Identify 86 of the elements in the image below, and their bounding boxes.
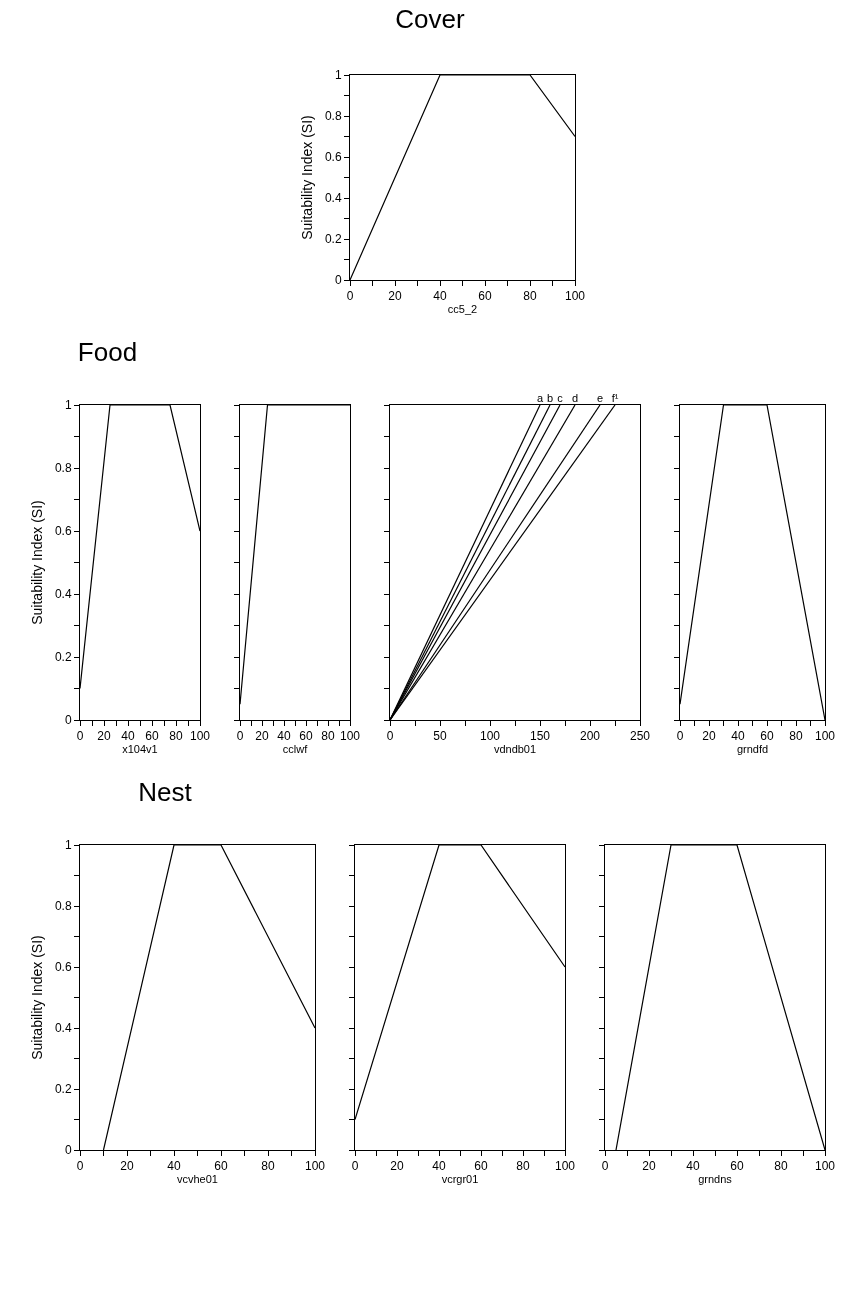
x-tick-label: 60 — [214, 1159, 228, 1174]
x-axis-title: grndns — [698, 1173, 733, 1186]
x-tick-label: 0 — [76, 1159, 84, 1174]
y-tick-label: 0.4 — [54, 587, 72, 602]
x-tick-label: 0 — [676, 729, 684, 744]
x-tick-label: 0 — [76, 729, 84, 744]
x-axis-title: x104v1 — [122, 743, 158, 756]
x-tick-label: 60 — [145, 729, 159, 744]
x-axis-title: cc5_2 — [447, 302, 478, 315]
series-label: a — [536, 392, 544, 405]
y-tick-label: 0.2 — [54, 650, 72, 665]
chart-title: Food — [77, 337, 138, 368]
x-tick-label: 80 — [321, 729, 335, 744]
x-axis-title: vcrgr01 — [441, 1173, 479, 1186]
x-tick-label: 20 — [702, 729, 716, 744]
series-label: c — [557, 392, 564, 405]
x-tick-label: 40 — [433, 289, 447, 304]
y-tick-label: 1 — [64, 398, 72, 413]
x-tick-label: 100 — [814, 729, 836, 744]
x-tick-label: 80 — [774, 1159, 788, 1174]
x-tick-label: 80 — [523, 289, 537, 304]
x-tick-label: 20 — [120, 1159, 134, 1174]
x-tick-label: 100 — [304, 1159, 326, 1174]
x-tick-label: 40 — [432, 1159, 446, 1174]
x-tick-label: 40 — [167, 1159, 181, 1174]
y-tick-label: 0.8 — [54, 461, 72, 476]
x-tick-label: 80 — [169, 729, 183, 744]
y-tick-label: 1 — [334, 68, 342, 83]
x-tick-label: 100 — [554, 1159, 576, 1174]
y-tick-label: 1 — [64, 838, 72, 853]
x-tick-label: 0 — [351, 1159, 359, 1174]
x-tick-label: 60 — [760, 729, 774, 744]
x-axis-title: grndfd — [736, 743, 769, 756]
x-axis-title: vdndb01 — [493, 743, 537, 756]
y-tick-label: 0 — [64, 1143, 72, 1158]
y-tick-label: 0.6 — [54, 524, 72, 539]
series-label: b — [546, 392, 554, 405]
y-tick-label: 0.2 — [324, 232, 342, 247]
x-tick-label: 20 — [390, 1159, 404, 1174]
x-tick-label: 60 — [299, 729, 313, 744]
y-tick-label: 0.6 — [54, 960, 72, 975]
x-tick-label: 100 — [564, 289, 586, 304]
y-tick-label: 0.8 — [324, 109, 342, 124]
x-tick-label: 0 — [346, 289, 354, 304]
x-tick-label: 60 — [730, 1159, 744, 1174]
x-tick-label: 40 — [686, 1159, 700, 1174]
y-axis-title: Suitability Index (SI) — [29, 500, 45, 625]
x-tick-label: 250 — [629, 729, 651, 744]
series-label: e — [596, 392, 604, 405]
x-axis-title: cclwf — [282, 743, 309, 756]
x-tick-label: 20 — [255, 729, 269, 744]
x-tick-label: 0 — [601, 1159, 609, 1174]
y-axis-title: Suitability Index (SI) — [29, 935, 45, 1060]
y-axis-title: Suitability Index (SI) — [299, 115, 315, 240]
x-tick-label: 200 — [579, 729, 601, 744]
x-tick-label: 40 — [121, 729, 135, 744]
y-tick-label: 0.6 — [324, 150, 342, 165]
chart-title: Cover — [395, 4, 466, 35]
y-tick-label: 0.8 — [54, 899, 72, 914]
x-tick-label: 100 — [339, 729, 361, 744]
x-tick-label: 40 — [277, 729, 291, 744]
x-tick-label: 100 — [814, 1159, 836, 1174]
series-label: f¹ — [611, 392, 619, 405]
x-tick-label: 40 — [731, 729, 745, 744]
x-tick-label: 150 — [529, 729, 551, 744]
y-tick-label: 0.4 — [54, 1021, 72, 1036]
y-tick-label: 0.2 — [54, 1082, 72, 1097]
x-tick-label: 100 — [479, 729, 501, 744]
x-axis-title: vcvhe01 — [177, 1173, 218, 1186]
x-tick-label: 80 — [789, 729, 803, 744]
series-label: d — [571, 392, 579, 405]
x-tick-label: 60 — [474, 1159, 488, 1174]
x-tick-label: 80 — [516, 1159, 530, 1174]
chart-title: Nest — [138, 777, 193, 808]
x-tick-label: 0 — [236, 729, 244, 744]
x-tick-label: 80 — [261, 1159, 275, 1174]
y-tick-label: 0 — [64, 713, 72, 728]
x-tick-label: 20 — [97, 729, 111, 744]
x-tick-label: 60 — [478, 289, 492, 304]
x-tick-label: 0 — [386, 729, 394, 744]
y-tick-label: 0 — [334, 273, 342, 288]
x-tick-label: 100 — [189, 729, 211, 744]
y-tick-label: 0.4 — [324, 191, 342, 206]
x-tick-label: 20 — [388, 289, 402, 304]
x-tick-label: 20 — [642, 1159, 656, 1174]
x-tick-label: 50 — [433, 729, 447, 744]
